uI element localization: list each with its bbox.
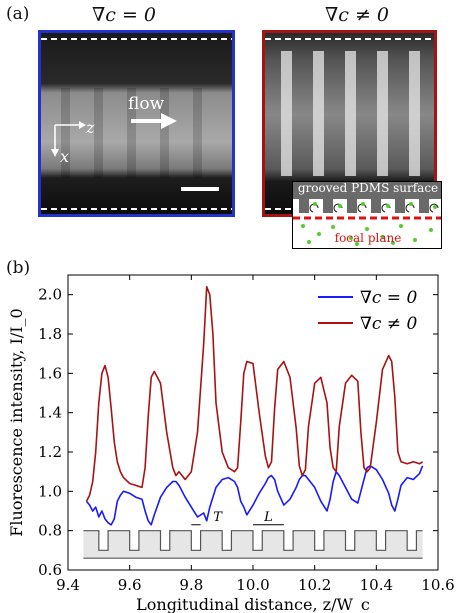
y-tick-label: 0.6 bbox=[38, 561, 62, 579]
x-tick-label: 10.6 bbox=[421, 576, 454, 594]
x-tick-label: 9.4 bbox=[56, 576, 80, 594]
y-tick-label: 2.0 bbox=[38, 286, 62, 304]
x-tick-label: 9.8 bbox=[179, 576, 203, 594]
y-axis-label: Fluorescence intensity, I/I_0 bbox=[7, 308, 26, 536]
axis-x-label: x bbox=[60, 147, 70, 166]
y-tick-label: 0.8 bbox=[38, 522, 62, 540]
x-tick-label: 10.2 bbox=[298, 576, 331, 594]
axis-z-label: z bbox=[86, 118, 95, 137]
series-line-2 bbox=[85, 285, 424, 502]
legend-label-1: ∇c = 0 bbox=[360, 288, 417, 308]
right-image-title: ∇c ≠ 0 bbox=[325, 4, 389, 26]
inset-bottom-label: focal plane bbox=[334, 231, 402, 245]
y-tick-label: 1.0 bbox=[38, 482, 62, 500]
inset-schematic bbox=[293, 182, 441, 246]
inset-top-label: grooved PDMS surface bbox=[297, 181, 439, 195]
length-label: L bbox=[263, 510, 273, 525]
groove-schematic bbox=[83, 530, 423, 559]
legend-label-2: ∇c ≠ 0 bbox=[360, 314, 417, 334]
grooved-surface-inset bbox=[292, 181, 442, 249]
y-tick-label: 1.2 bbox=[38, 443, 62, 461]
period-label: T bbox=[213, 510, 223, 525]
scale-bar bbox=[181, 187, 219, 191]
panel-b-label: (b) bbox=[6, 258, 31, 278]
series-line-1 bbox=[85, 465, 424, 526]
x-tick-label: 10.0 bbox=[236, 576, 269, 594]
x-tick-label: 10.4 bbox=[360, 576, 393, 594]
x-axis-label: Longitudinal distance, z/W_c bbox=[136, 595, 370, 613]
y-tick-label: 1.6 bbox=[38, 364, 62, 382]
intensity-profile-chart: 9.4 9.6 9.8 10.0 10.2 10.4 10.6 0.6 0.8 1.0 1.2 1.4… bbox=[7, 274, 455, 613]
x-tick-label: 9.6 bbox=[118, 576, 142, 594]
y-tick-label: 1.8 bbox=[38, 325, 62, 343]
flow-label: flow bbox=[128, 94, 165, 114]
panel-a-label: (a) bbox=[6, 4, 30, 24]
groove-outline bbox=[83, 530, 423, 551]
left-image-title: ∇c = 0 bbox=[92, 4, 156, 26]
micrograph-uniform-image bbox=[41, 33, 232, 214]
y-tick-label: 1.4 bbox=[38, 404, 62, 422]
micrograph-uniform bbox=[38, 30, 235, 217]
